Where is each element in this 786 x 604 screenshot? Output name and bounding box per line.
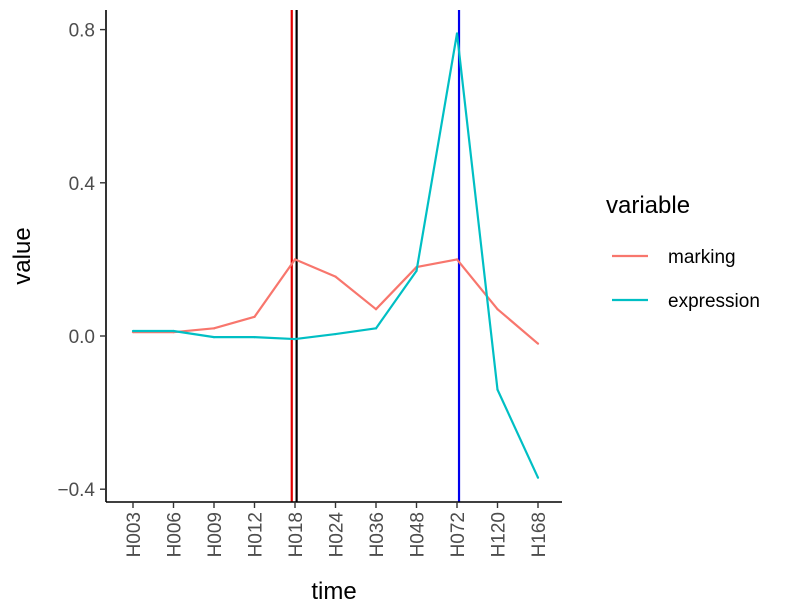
point-expression-H048 [415, 269, 418, 272]
point-marking-H168 [536, 342, 540, 345]
point-expression-H012 [253, 336, 256, 339]
point-expression-H072 [455, 32, 459, 35]
x-tick-label: H036 [367, 512, 388, 557]
point-expression-H168 [536, 476, 540, 479]
x-tick-label: H018 [286, 512, 307, 557]
y-tick-label: 0.0 [69, 327, 95, 348]
y-tick-label: 0.4 [69, 174, 96, 195]
point-marking-H012 [253, 315, 256, 318]
point-expression-H006 [172, 329, 175, 333]
point-expression-H009 [212, 336, 216, 339]
point-marking-H120 [496, 308, 499, 311]
series-line-expression [133, 32, 539, 479]
x-tick-label: H006 [165, 512, 186, 557]
legend-label-marking: marking [668, 247, 736, 268]
point-expression-H036 [374, 327, 378, 330]
point-marking-H009 [212, 327, 216, 330]
x-tick-label: H009 [205, 512, 226, 557]
y-tick-label: −0.4 [57, 480, 95, 501]
x-tick-label: H120 [489, 512, 510, 557]
x-tick-label: H048 [408, 512, 429, 557]
point-marking-H018 [293, 258, 297, 261]
series-line-marking [133, 258, 539, 345]
point-marking-H036 [374, 308, 378, 311]
x-tick-label: H024 [327, 512, 348, 558]
point-expression-H120 [496, 388, 499, 391]
x-axis-ticks: H003 H006 H009 H012 H018 H024 H036 H048 H072 H120… [124, 502, 550, 557]
y-tick-label: 0.8 [69, 21, 95, 42]
y-axis-title: value [9, 227, 36, 284]
point-expression-H003 [131, 329, 135, 333]
vertical-reference-lines [290, 10, 461, 502]
x-tick-label: H072 [448, 512, 469, 557]
legend: variable marking expression [606, 192, 760, 312]
x-axis-title: time [311, 578, 356, 604]
point-expression-H018 [293, 337, 297, 341]
x-tick-label: H012 [246, 512, 267, 557]
y-axis-ticks: −0.4 0.0 0.4 0.8 [57, 21, 106, 501]
point-marking-H024 [334, 275, 337, 278]
point-expression-H024 [334, 332, 337, 336]
legend-title: variable [606, 192, 690, 219]
series-lines [131, 32, 540, 479]
legend-label-expression: expression [668, 291, 760, 312]
point-marking-H072 [455, 258, 459, 261]
x-tick-label: H168 [529, 512, 550, 557]
x-tick-label: H003 [124, 512, 145, 557]
